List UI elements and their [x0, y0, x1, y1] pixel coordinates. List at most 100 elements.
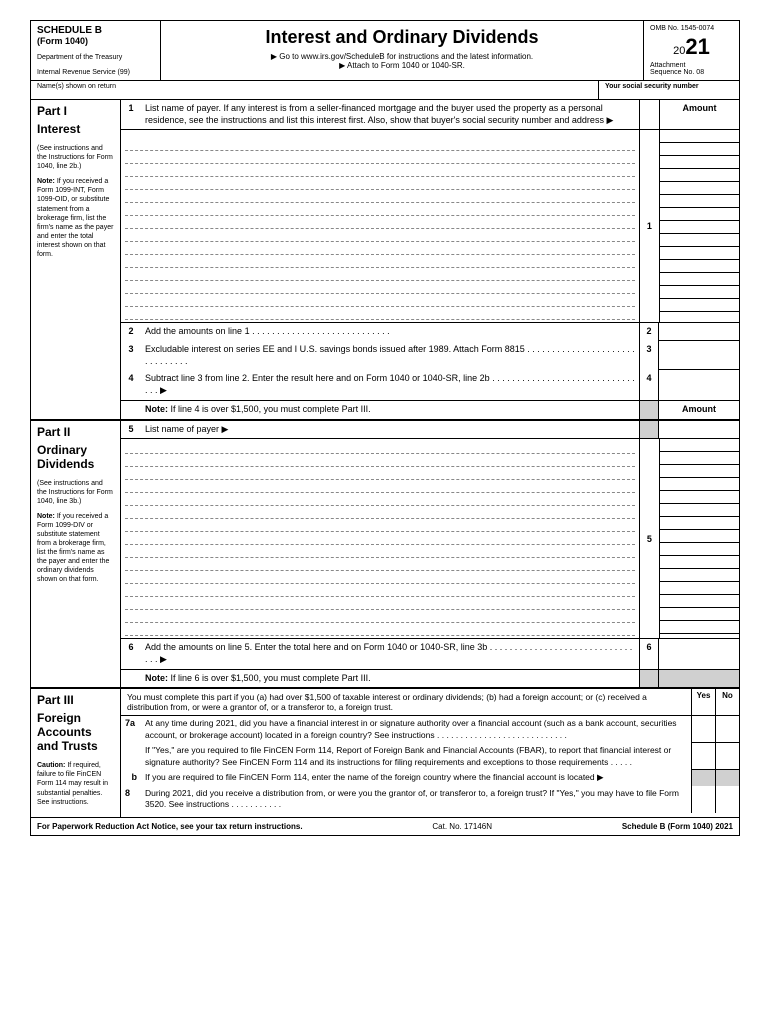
form-title: Interest and Ordinary Dividends — [167, 27, 637, 48]
subtitle-1: ▶ Go to www.irs.gov/ScheduleB for instru… — [167, 52, 637, 61]
line7a-yes[interactable] — [691, 716, 715, 743]
line3-row: 3 Excludable interest on series EE and I… — [121, 341, 739, 370]
part3-layout: Part III Foreign Accounts and Trusts Cau… — [31, 687, 739, 816]
part1-note: Note: If line 4 is over $1,500, you must… — [141, 401, 639, 419]
footer-center: Cat. No. 17146N — [432, 822, 492, 831]
part1-amount-input-area[interactable] — [660, 130, 739, 322]
box2-num: 2 — [639, 323, 659, 341]
line8-no[interactable] — [715, 786, 739, 813]
line2-num: 2 — [121, 323, 141, 341]
part2-amount-column: 5 — [639, 439, 739, 638]
amount-label-1: Amount — [659, 100, 739, 129]
box3-num: 3 — [639, 341, 659, 370]
line7b-row: b If you are required to file FinCEN For… — [121, 770, 739, 785]
line6-amount[interactable] — [659, 639, 739, 668]
part1-layout: Part I Interest (See instructions and th… — [31, 100, 739, 419]
line7a-row: 7a At any time during 2021, did you have… — [121, 716, 739, 743]
form-header: SCHEDULE B (Form 1040) Department of the… — [31, 21, 739, 81]
line7b-text: If you are required to file FinCEN Form … — [141, 770, 691, 785]
line7a-text: At any time during 2021, did you have a … — [141, 716, 691, 743]
part2-amount-input-area[interactable] — [660, 439, 739, 638]
line7a-num: 7a — [121, 716, 141, 743]
line4-num: 4 — [121, 370, 141, 399]
line7a-no[interactable] — [715, 716, 739, 743]
line7a2-yes[interactable] — [691, 743, 715, 770]
line4-row: 4 Subtract line 3 from line 2. Enter the… — [121, 370, 739, 399]
part1-note-text: If you received a Form 1099-INT, Form 10… — [37, 178, 113, 258]
part3-label: Part III — [37, 693, 114, 707]
numbox-spacer — [639, 100, 659, 129]
part2-note-row: Note: If line 6 is over $1,500, you must… — [121, 669, 739, 688]
line8-row: 8 During 2021, did you receive a distrib… — [121, 786, 739, 813]
line8-num: 8 — [121, 786, 141, 813]
part2-note-text: If you received a Form 1099-DIV or subst… — [37, 513, 109, 584]
year-prefix: 20 — [673, 45, 685, 57]
line2-text: Add the amounts on line 1 . . . . . . . … — [141, 323, 639, 341]
note-label: Note: — [37, 513, 55, 520]
line5-header: 5 List name of payer ▶ — [121, 421, 739, 440]
line3-text: Excludable interest on series EE and I U… — [141, 341, 639, 370]
line2-row: 2 Add the amounts on line 1 . . . . . . … — [121, 322, 739, 341]
caution-label: Caution: — [37, 762, 65, 769]
line4-amount[interactable] — [659, 370, 739, 399]
part2-side-2: Note: If you received a Form 1099-DIV or… — [37, 512, 114, 585]
line7b-num: b — [121, 770, 141, 785]
form-footer: For Paperwork Reduction Act Notice, see … — [31, 817, 739, 835]
line7a2-text: If "Yes," are you required to file FinCE… — [141, 743, 691, 770]
ssn-field-label[interactable]: Your social security number — [599, 81, 739, 99]
note-label: Note: — [37, 178, 55, 185]
amount-header-1: 1 List name of payer. If any interest is… — [121, 100, 739, 130]
part2-sidebar: Part II Ordinary Dividends (See instruct… — [31, 421, 121, 688]
part3-content: You must complete this part if you (a) h… — [121, 689, 739, 816]
part1-payer-input-area[interactable] — [121, 136, 639, 322]
part2-content: 5 List name of payer ▶ 5 6 Add the — [121, 421, 739, 688]
line5-num: 5 — [121, 421, 141, 439]
line8-text: During 2021, did you receive a distribut… — [141, 786, 691, 813]
box4-num: 4 — [639, 370, 659, 399]
yes-no-header: You must complete this part if you (a) h… — [121, 689, 739, 716]
part3-caution: Caution: If required, failure to file Fi… — [37, 761, 114, 806]
name-field-label[interactable]: Name(s) shown on return — [31, 81, 599, 99]
footer-right: Schedule B (Form 1040) 2021 — [622, 822, 733, 831]
line6-text: Add the amounts on line 5. Enter the tot… — [141, 639, 639, 668]
line1-num: 1 — [121, 100, 141, 129]
part1-label: Part I — [37, 104, 114, 118]
part1-sidebar: Part I Interest (See instructions and th… — [31, 100, 121, 419]
attach-2: Sequence No. 08 — [650, 69, 733, 76]
part2-layout: Part II Ordinary Dividends (See instruct… — [31, 419, 739, 688]
line3-amount[interactable] — [659, 341, 739, 370]
part2-side-1: (See instructions and the Instructions f… — [37, 479, 114, 506]
omb-number: OMB No. 1545-0074 — [650, 25, 733, 32]
line2-amount[interactable] — [659, 323, 739, 341]
name-row: Name(s) shown on return Your social secu… — [31, 81, 739, 100]
line1-text: List name of payer. If any interest is f… — [141, 100, 639, 129]
header-left: SCHEDULE B (Form 1040) Department of the… — [31, 21, 161, 80]
schedule-label: SCHEDULE B — [37, 25, 154, 36]
part1-amount-column: 1 — [639, 130, 739, 322]
part1-payer-lines: 1 — [121, 130, 739, 322]
part1-side-2: Note: If you received a Form 1099-INT, F… — [37, 177, 114, 259]
part2-title: Ordinary Dividends — [37, 443, 114, 471]
line3-num: 3 — [121, 341, 141, 370]
tax-year: 2021 — [650, 34, 733, 60]
form-label: (Form 1040) — [37, 36, 154, 46]
year-suffix: 21 — [685, 34, 709, 59]
box5-num: 5 — [640, 439, 660, 638]
box6-num: 6 — [639, 639, 659, 668]
amount-label-1b: Amount — [659, 401, 739, 419]
box1-num: 1 — [640, 130, 660, 322]
line7a2-no[interactable] — [715, 743, 739, 770]
attach-1: Attachment — [650, 62, 733, 69]
header-center: Interest and Ordinary Dividends ▶ Go to … — [161, 21, 644, 80]
part1-note-row: Note: If line 4 is over $1,500, you must… — [121, 400, 739, 419]
subtitle-2: ▶ Attach to Form 1040 or 1040-SR. — [167, 61, 637, 70]
part2-note: Note: If line 6 is over $1,500, you must… — [141, 670, 639, 688]
part2-payer-input-area[interactable] — [121, 439, 639, 638]
form-container: SCHEDULE B (Form 1040) Department of the… — [30, 20, 740, 836]
line4-text: Subtract line 3 from line 2. Enter the r… — [141, 370, 639, 399]
dept-line-2: Internal Revenue Service (99) — [37, 69, 154, 76]
header-right: OMB No. 1545-0074 2021 Attachment Sequen… — [644, 21, 739, 80]
line6-num: 6 — [121, 639, 141, 668]
line7a2-row: If "Yes," are you required to file FinCE… — [121, 743, 739, 770]
line8-yes[interactable] — [691, 786, 715, 813]
